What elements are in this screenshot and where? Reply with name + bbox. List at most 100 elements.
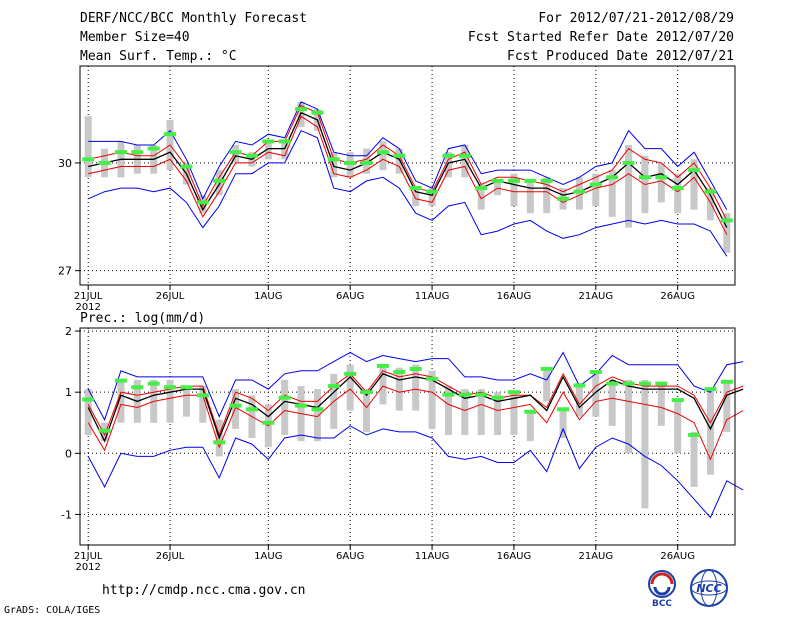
temp-obs-marker: [426, 189, 439, 194]
temp-spread-box: [608, 170, 616, 217]
temp-obs-marker: [720, 218, 733, 223]
temp-xtick-label: 21JUL: [74, 291, 103, 302]
prec-obs-marker: [98, 428, 111, 433]
prec-obs-marker: [229, 403, 242, 408]
prec-spread-box: [444, 386, 452, 435]
prec-spread-box: [674, 398, 682, 454]
prec-obs-marker: [622, 381, 635, 386]
prec-spread-box: [625, 379, 633, 454]
temp-obs-marker: [82, 157, 95, 162]
prec-obs-marker: [295, 403, 308, 408]
prec-obs-marker: [540, 366, 553, 371]
prec-obs-marker: [213, 440, 226, 445]
temp-obs-marker: [229, 150, 242, 155]
prec-spread-box: [510, 392, 518, 435]
prec-obs-marker: [131, 385, 144, 390]
grads-credit: GrADS: COLA/IGES: [4, 605, 101, 616]
prec-spread-box: [641, 379, 649, 509]
variable-label: Mean Surf. Temp.: °C: [80, 49, 237, 64]
temp-obs-marker: [475, 186, 488, 191]
prec-obs-marker: [409, 366, 422, 371]
temp-obs-marker: [491, 178, 504, 183]
prec-xtick-label: 11AUG: [415, 551, 450, 562]
prec-obs-marker: [557, 407, 570, 412]
temp-spread-box: [477, 184, 485, 210]
prec-spread-box: [199, 386, 207, 423]
chart-title: DERF/NCC/BCC Monthly Forecast: [80, 11, 307, 26]
prec-spread-box: [412, 364, 420, 411]
source-url[interactable]: http://cmdp.ncc.cma.gov.cn: [102, 583, 306, 598]
prec-obs-marker: [704, 387, 717, 392]
ncc-logo: NCC: [690, 569, 728, 607]
temp-xtick-label: 16AUG: [497, 291, 532, 302]
temp-spread-box: [281, 141, 289, 160]
ncc-logo-text: NCC: [696, 582, 721, 595]
forecast-started-date: Fcst Started Refer Date 2012/07/20: [467, 30, 734, 45]
prec-spread-box: [379, 364, 387, 405]
prec-obs-marker: [573, 383, 586, 388]
prec-obs-marker: [278, 395, 291, 400]
temp-obs-marker: [213, 178, 226, 183]
temp-obs-marker: [409, 186, 422, 191]
prec-spread-box: [117, 379, 125, 423]
temp-spread-box: [723, 213, 731, 253]
prec-ytick-label: 0: [65, 447, 72, 460]
prec-spread-box: [575, 383, 583, 417]
temp-spread-box: [84, 116, 92, 178]
prec-obs-marker: [196, 393, 209, 398]
temp-obs-marker: [114, 150, 127, 155]
temp-obs-marker: [131, 150, 144, 155]
temp-obs-marker: [540, 178, 553, 183]
temp-spread-box: [706, 188, 714, 221]
prec-spread-box: [84, 389, 92, 435]
temp-xtick-label: 26JUL: [156, 291, 185, 302]
prec-xtick-sublabel: 2012: [75, 562, 100, 573]
prec-obs-marker: [458, 392, 471, 397]
temp-obs-marker: [688, 168, 701, 173]
member-size: Member Size=40: [80, 30, 190, 45]
temp-spread-box: [297, 101, 305, 128]
prec-series-max: [87, 351, 744, 421]
prec-frame: [79, 327, 736, 546]
prec-obs-marker: [262, 420, 275, 425]
temp-xtick-label: 6AUG: [336, 291, 364, 302]
temp-series-mean: [88, 111, 728, 228]
temp-obs-marker: [278, 139, 291, 144]
prec-spread-box: [182, 386, 190, 417]
temp-obs-marker: [360, 160, 373, 165]
temp-obs-marker: [245, 153, 258, 158]
prec-spread-box: [543, 370, 551, 402]
prec-obs-marker: [638, 381, 651, 386]
temp-series-max: [88, 101, 728, 210]
temp-spread-box: [395, 148, 403, 174]
prec-obs-marker: [393, 370, 406, 375]
prec-xtick-label: 26JUL: [156, 551, 185, 562]
prec-spread-box: [313, 389, 321, 442]
temp-obs-marker: [622, 160, 635, 165]
prec-spread-box: [232, 389, 240, 429]
prec-obs-marker: [606, 381, 619, 386]
temp-spread-box: [461, 144, 469, 178]
temp-spread-box: [510, 173, 518, 207]
temp-spread-box: [674, 173, 682, 214]
temp-obs-marker: [671, 186, 684, 191]
prec-obs-marker: [426, 376, 439, 381]
prec-spread-box: [428, 370, 436, 429]
temp-obs-marker: [638, 175, 651, 180]
prec-obs-marker: [147, 381, 160, 386]
temp-obs-marker: [344, 160, 357, 165]
prec-ytick-label: -1: [61, 508, 72, 521]
prec-spread-box: [690, 431, 698, 487]
prec-spread-box: [494, 392, 502, 435]
prec-ytick-label: 1: [65, 386, 72, 399]
prec-obs-marker: [82, 397, 95, 402]
temp-spread-box: [543, 177, 551, 214]
temp-spread-box: [264, 141, 272, 160]
prec-obs-marker: [180, 385, 193, 390]
temp-obs-marker: [376, 150, 389, 155]
temp-obs-marker: [589, 182, 602, 187]
prec-obs-marker: [524, 409, 537, 414]
prec-spread-box: [592, 373, 600, 417]
prec-spread-box: [166, 379, 174, 423]
temp-obs-marker: [295, 107, 308, 112]
